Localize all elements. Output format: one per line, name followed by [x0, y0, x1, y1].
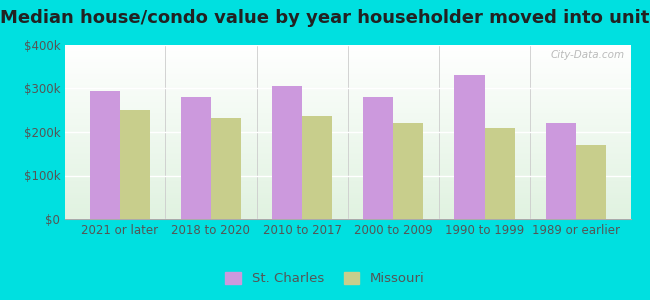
Legend: St. Charles, Missouri: St. Charles, Missouri — [220, 266, 430, 290]
Bar — [211, 118, 241, 219]
Bar — [484, 128, 515, 219]
Text: City-Data.com: City-Data.com — [551, 50, 625, 60]
Bar — [454, 75, 484, 219]
Bar — [90, 91, 120, 219]
Text: Median house/condo value by year householder moved into unit: Median house/condo value by year househo… — [0, 9, 650, 27]
Bar — [120, 110, 150, 219]
Bar — [576, 145, 606, 219]
Bar — [363, 97, 393, 219]
Bar — [393, 123, 423, 219]
Bar — [302, 116, 332, 219]
Bar — [272, 86, 302, 219]
Bar — [546, 123, 576, 219]
Bar — [181, 97, 211, 219]
